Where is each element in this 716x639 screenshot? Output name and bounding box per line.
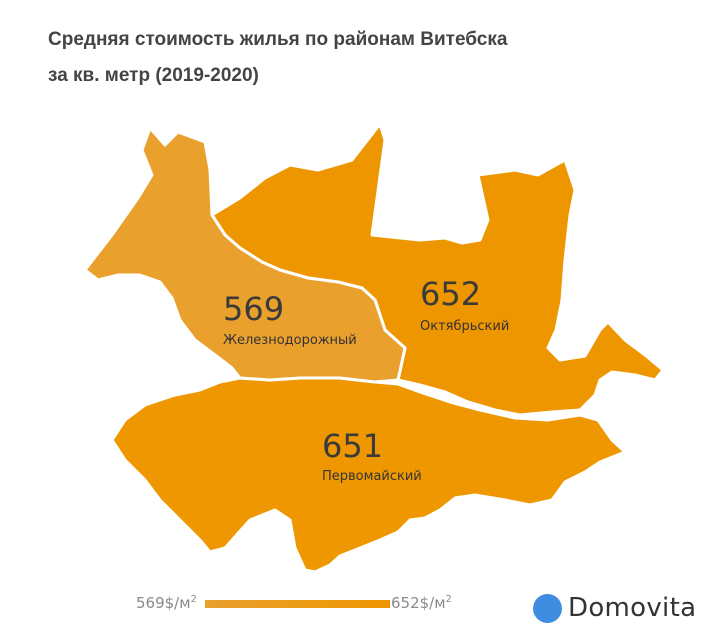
logo-text: Domovita — [568, 593, 697, 623]
district-label-pervomaysky: Первомайский — [322, 469, 422, 484]
district-value-pervomaysky: 651 — [322, 427, 383, 465]
legend-max-exponent: 2 — [445, 594, 452, 605]
district-zheleznodorozhny[interactable] — [83, 126, 407, 384]
title-line-1: Средняя стоимость жилья по районам Витеб… — [48, 29, 508, 50]
district-label-oktyabrsky: Октябрьский — [420, 319, 509, 334]
legend-min-exponent: 2 — [190, 594, 197, 605]
district-value-oktyabrsky: 652 — [420, 275, 481, 313]
chart-title: Средняя стоимость жилья по районам Витеб… — [48, 22, 507, 94]
legend-min-label: 569$/м2 — [136, 594, 197, 612]
legend-gradient-bar — [205, 600, 390, 608]
domovita-logo: Domovita — [533, 590, 696, 626]
district-value-zheleznodorozhny: 569 — [223, 290, 284, 328]
legend-max-label: 652$/м2 — [391, 594, 452, 612]
logo-dot-icon — [533, 593, 562, 623]
title-line-2: за кв. метр (2019-2020) — [48, 65, 259, 86]
district-label-zheleznodorozhny: Железнодорожный — [223, 333, 357, 348]
